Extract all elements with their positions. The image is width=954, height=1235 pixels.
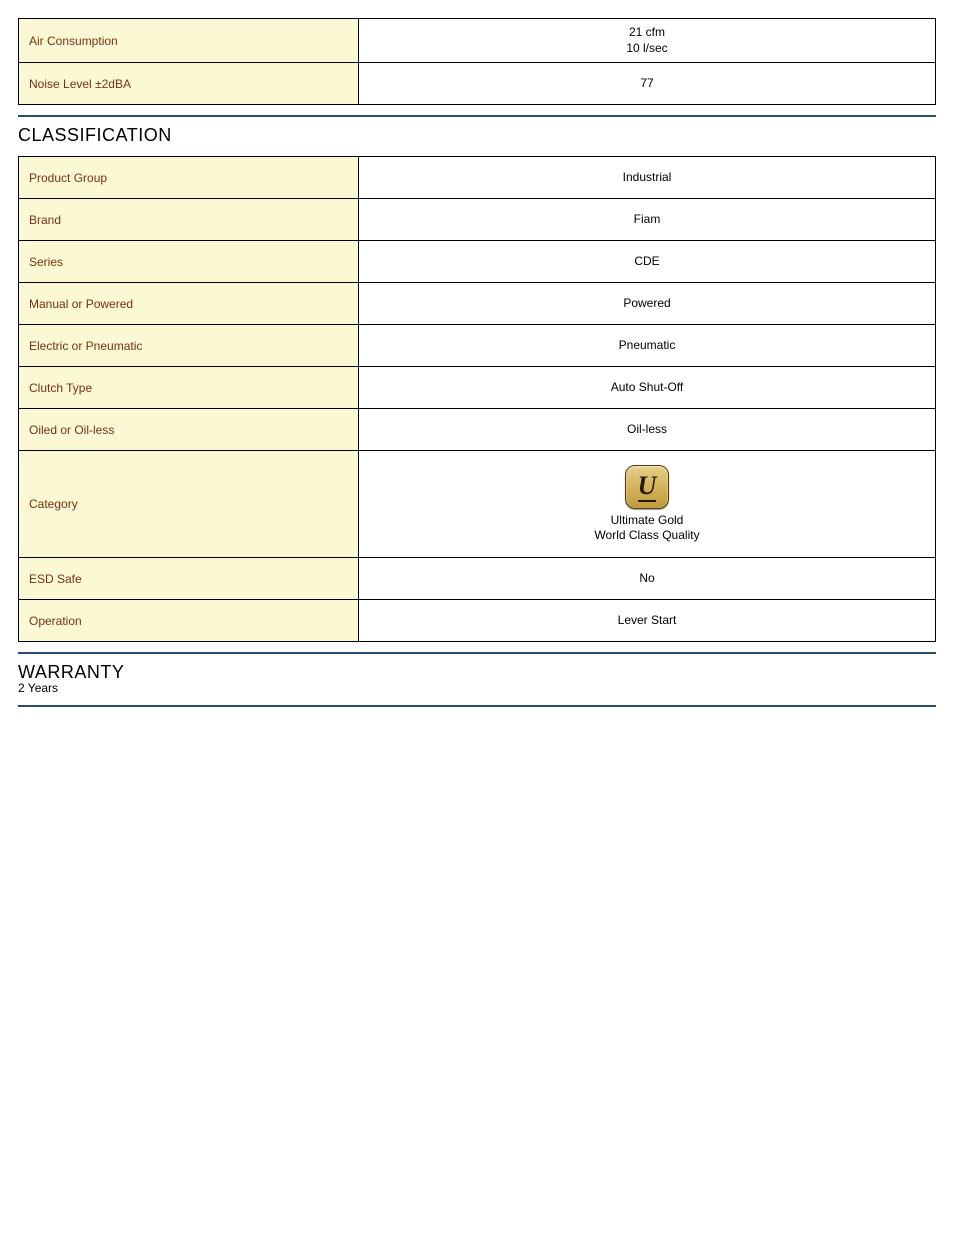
table-row: Noise Level ±2dBA 77: [19, 63, 936, 105]
spec-value: Fiam: [359, 199, 936, 241]
table-row: Manual or Powered Powered: [19, 283, 936, 325]
spec-label: Product Group: [19, 157, 359, 199]
table-row: Clutch Type Auto Shut-Off: [19, 367, 936, 409]
classification-table: Product Group Industrial Brand Fiam Seri…: [18, 156, 936, 642]
warranty-text: 2 Years: [18, 681, 936, 695]
spec-value: Oil-less: [359, 409, 936, 451]
ultimate-gold-badge-icon: U: [625, 465, 669, 509]
table-row: Operation Lever Start: [19, 600, 936, 642]
spec-value: 77: [359, 63, 936, 105]
section-divider: [18, 652, 936, 654]
table-row: Category U Ultimate Gold World Class Qua…: [19, 451, 936, 558]
table-row: Electric or Pneumatic Pneumatic: [19, 325, 936, 367]
spec-label: ESD Safe: [19, 558, 359, 600]
spec-value: No: [359, 558, 936, 600]
spec-value: Lever Start: [359, 600, 936, 642]
spec-label: Manual or Powered: [19, 283, 359, 325]
category-badge-wrap: U Ultimate Gold World Class Quality: [594, 465, 699, 543]
spec-value: Industrial: [359, 157, 936, 199]
spec-value: Powered: [359, 283, 936, 325]
warranty-heading: WARRANTY: [18, 662, 936, 683]
classification-heading: CLASSIFICATION: [18, 125, 936, 146]
spec-value: Pneumatic: [359, 325, 936, 367]
spec-label: Brand: [19, 199, 359, 241]
spec-label: Series: [19, 241, 359, 283]
badge-caption-line2: World Class Quality: [594, 528, 699, 542]
table-row: Brand Fiam: [19, 199, 936, 241]
spec-value: CDE: [359, 241, 936, 283]
spec-label: Air Consumption: [19, 19, 359, 63]
badge-letter: U: [638, 473, 657, 502]
spec-label: Operation: [19, 600, 359, 642]
spec-label: Category: [19, 451, 359, 558]
table-row: Air Consumption 21 cfm 10 l/sec: [19, 19, 936, 63]
spec-label: Oiled or Oil-less: [19, 409, 359, 451]
spec-label: Electric or Pneumatic: [19, 325, 359, 367]
table-row: ESD Safe No: [19, 558, 936, 600]
spec-label: Noise Level ±2dBA: [19, 63, 359, 105]
section-divider: [18, 705, 936, 707]
spec-value: 21 cfm 10 l/sec: [359, 19, 936, 63]
spec-label: Clutch Type: [19, 367, 359, 409]
top-specs-table: Air Consumption 21 cfm 10 l/sec Noise Le…: [18, 18, 936, 105]
badge-caption-line1: Ultimate Gold: [611, 513, 684, 527]
section-divider: [18, 115, 936, 117]
category-value: U Ultimate Gold World Class Quality: [359, 451, 936, 558]
badge-caption: Ultimate Gold World Class Quality: [594, 513, 699, 543]
spec-value: Auto Shut-Off: [359, 367, 936, 409]
table-row: Product Group Industrial: [19, 157, 936, 199]
table-row: Oiled or Oil-less Oil-less: [19, 409, 936, 451]
table-row: Series CDE: [19, 241, 936, 283]
